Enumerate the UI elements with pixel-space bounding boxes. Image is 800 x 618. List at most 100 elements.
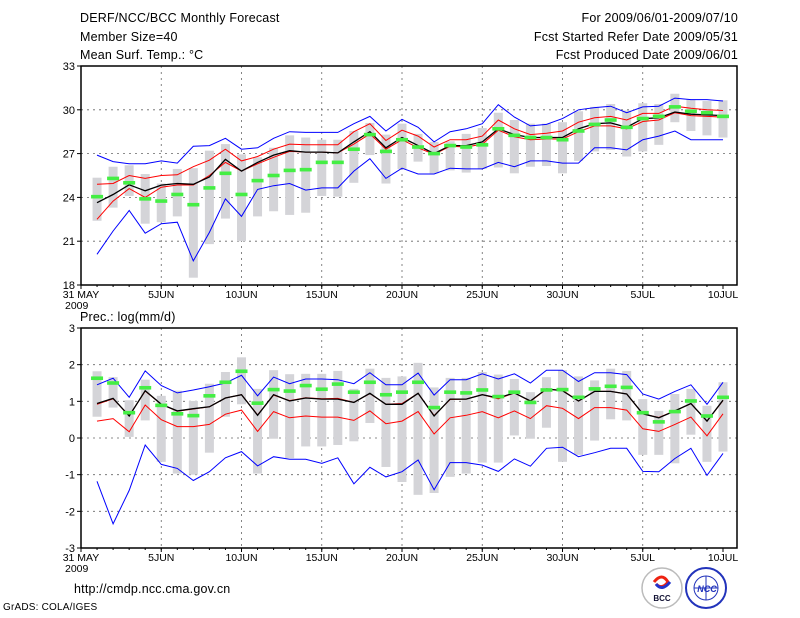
spread-bar — [204, 150, 214, 245]
forecast-marker — [444, 143, 457, 148]
website-url[interactable]: http://cmdp.ncc.cma.gov.cn — [74, 582, 231, 596]
x-tick-label: 31 MAY — [63, 552, 100, 564]
forecast-marker — [668, 409, 681, 414]
spread-bar — [574, 376, 584, 455]
y-tick-label: -3 — [65, 543, 75, 555]
x-tick-label: 30JUN — [546, 552, 578, 564]
forecast-marker — [508, 390, 521, 394]
forecast-marker — [700, 414, 713, 418]
spread-bar — [381, 377, 391, 467]
forecast-marker — [396, 390, 408, 394]
spread-bar — [718, 382, 728, 452]
forecast-marker — [668, 105, 681, 109]
series-line-lower — [96, 404, 724, 437]
spread-bar — [140, 379, 150, 421]
forecast-marker — [347, 147, 360, 152]
forecast-marker — [460, 391, 473, 395]
spread-bar — [654, 103, 664, 145]
spread-bar — [204, 383, 214, 453]
forecast-marker — [620, 125, 633, 130]
series-line-mean — [96, 111, 724, 204]
forecast-marker — [460, 145, 473, 149]
spread-bar — [622, 370, 632, 421]
spread-bar — [638, 399, 648, 455]
forecast-marker — [299, 383, 312, 388]
forecast-marker — [315, 160, 328, 165]
temperature-panel: 18 21 24 27 30 33 31 MAY 5JUN 10JUN 15JUN 20JUN 25J… — [63, 61, 739, 312]
y-tick-label: 30 — [63, 105, 75, 117]
spread-bar — [124, 165, 134, 196]
spread-bar — [718, 100, 728, 138]
forecast-marker — [588, 387, 601, 391]
forecast-marker — [155, 199, 168, 203]
spread-bar — [237, 357, 246, 405]
spread-bar — [124, 400, 134, 437]
forecast-marker — [524, 400, 537, 405]
spread-bar — [172, 168, 182, 217]
x-tick-label: 15JUN — [306, 289, 338, 301]
forecast-marker — [171, 412, 184, 416]
spread-bar — [622, 110, 632, 157]
spread-bar — [461, 377, 471, 474]
precipitation-panel: -3 -2 -1 0 1 2 3 31 MAY 5JUN 10JUN 15JUN 20JUN 25JUN… — [63, 323, 739, 575]
x-tick-label: 5JUN — [148, 289, 174, 301]
spread-bar — [269, 147, 279, 212]
spread-bar — [220, 372, 230, 417]
spread-bar — [285, 135, 295, 215]
x-tick-label: 5JUL — [630, 552, 655, 564]
x-tick-label: 31 MAY — [63, 289, 100, 301]
x-tick-label: 25JUN — [466, 552, 498, 564]
x-tick-label: 10JUL — [708, 289, 739, 301]
forecast-marker — [652, 114, 665, 119]
member-size: Member Size=40 — [80, 30, 178, 44]
forecast-marker — [717, 114, 729, 119]
spread-bar — [509, 378, 519, 436]
forecast-marker — [524, 135, 537, 140]
y-tick-label: -2 — [65, 506, 75, 518]
spread-bar — [108, 377, 118, 408]
series-line-min — [96, 130, 723, 263]
forecast-marker — [556, 137, 569, 142]
forecast-marker — [492, 126, 505, 131]
x-tick-label: 25JUN — [466, 289, 498, 301]
y-tick-label: 1 — [69, 396, 75, 408]
spread-bar — [686, 388, 696, 435]
spread-bar — [156, 395, 166, 462]
forecast-marker — [700, 110, 713, 115]
forecast-marker — [203, 186, 216, 190]
forecast-marker — [123, 181, 136, 185]
spread-bar — [413, 362, 423, 495]
forecast-marker — [123, 410, 136, 415]
forecast-marker — [540, 388, 553, 392]
series-line-mean — [96, 388, 724, 423]
forecast-marker — [91, 376, 104, 381]
spread-bar — [365, 368, 375, 423]
forecast-marker — [107, 381, 120, 385]
spread-bar — [317, 373, 327, 447]
forecast-marker — [556, 387, 569, 392]
forecast-marker — [235, 369, 248, 374]
spread-bar — [188, 400, 198, 475]
spread-bar — [493, 112, 503, 168]
prec-panel-title: Prec.: log(mm/d) — [80, 310, 176, 324]
spread-bar — [574, 111, 584, 161]
grads-credit: GrADS: COLA/IGES — [3, 602, 98, 613]
spread-bar — [156, 183, 166, 223]
forecast-marker — [235, 192, 248, 197]
forecast-marker — [139, 197, 152, 201]
forecast-marker — [203, 394, 216, 398]
spread-bar — [654, 410, 664, 455]
spread-bar — [477, 128, 487, 169]
forecast-marker — [604, 384, 617, 389]
spread-bar — [525, 123, 535, 167]
series-line-max — [96, 369, 724, 406]
forecast-marker — [604, 118, 617, 122]
spread-bar — [525, 392, 535, 439]
forecast-marker — [267, 387, 280, 392]
forecast-marker — [379, 149, 392, 154]
x-tick-label: 10JUL — [708, 552, 739, 564]
x-tick-label: 5JUL — [630, 289, 655, 301]
forecast-marker — [428, 405, 441, 410]
forecast-marker — [283, 389, 296, 393]
